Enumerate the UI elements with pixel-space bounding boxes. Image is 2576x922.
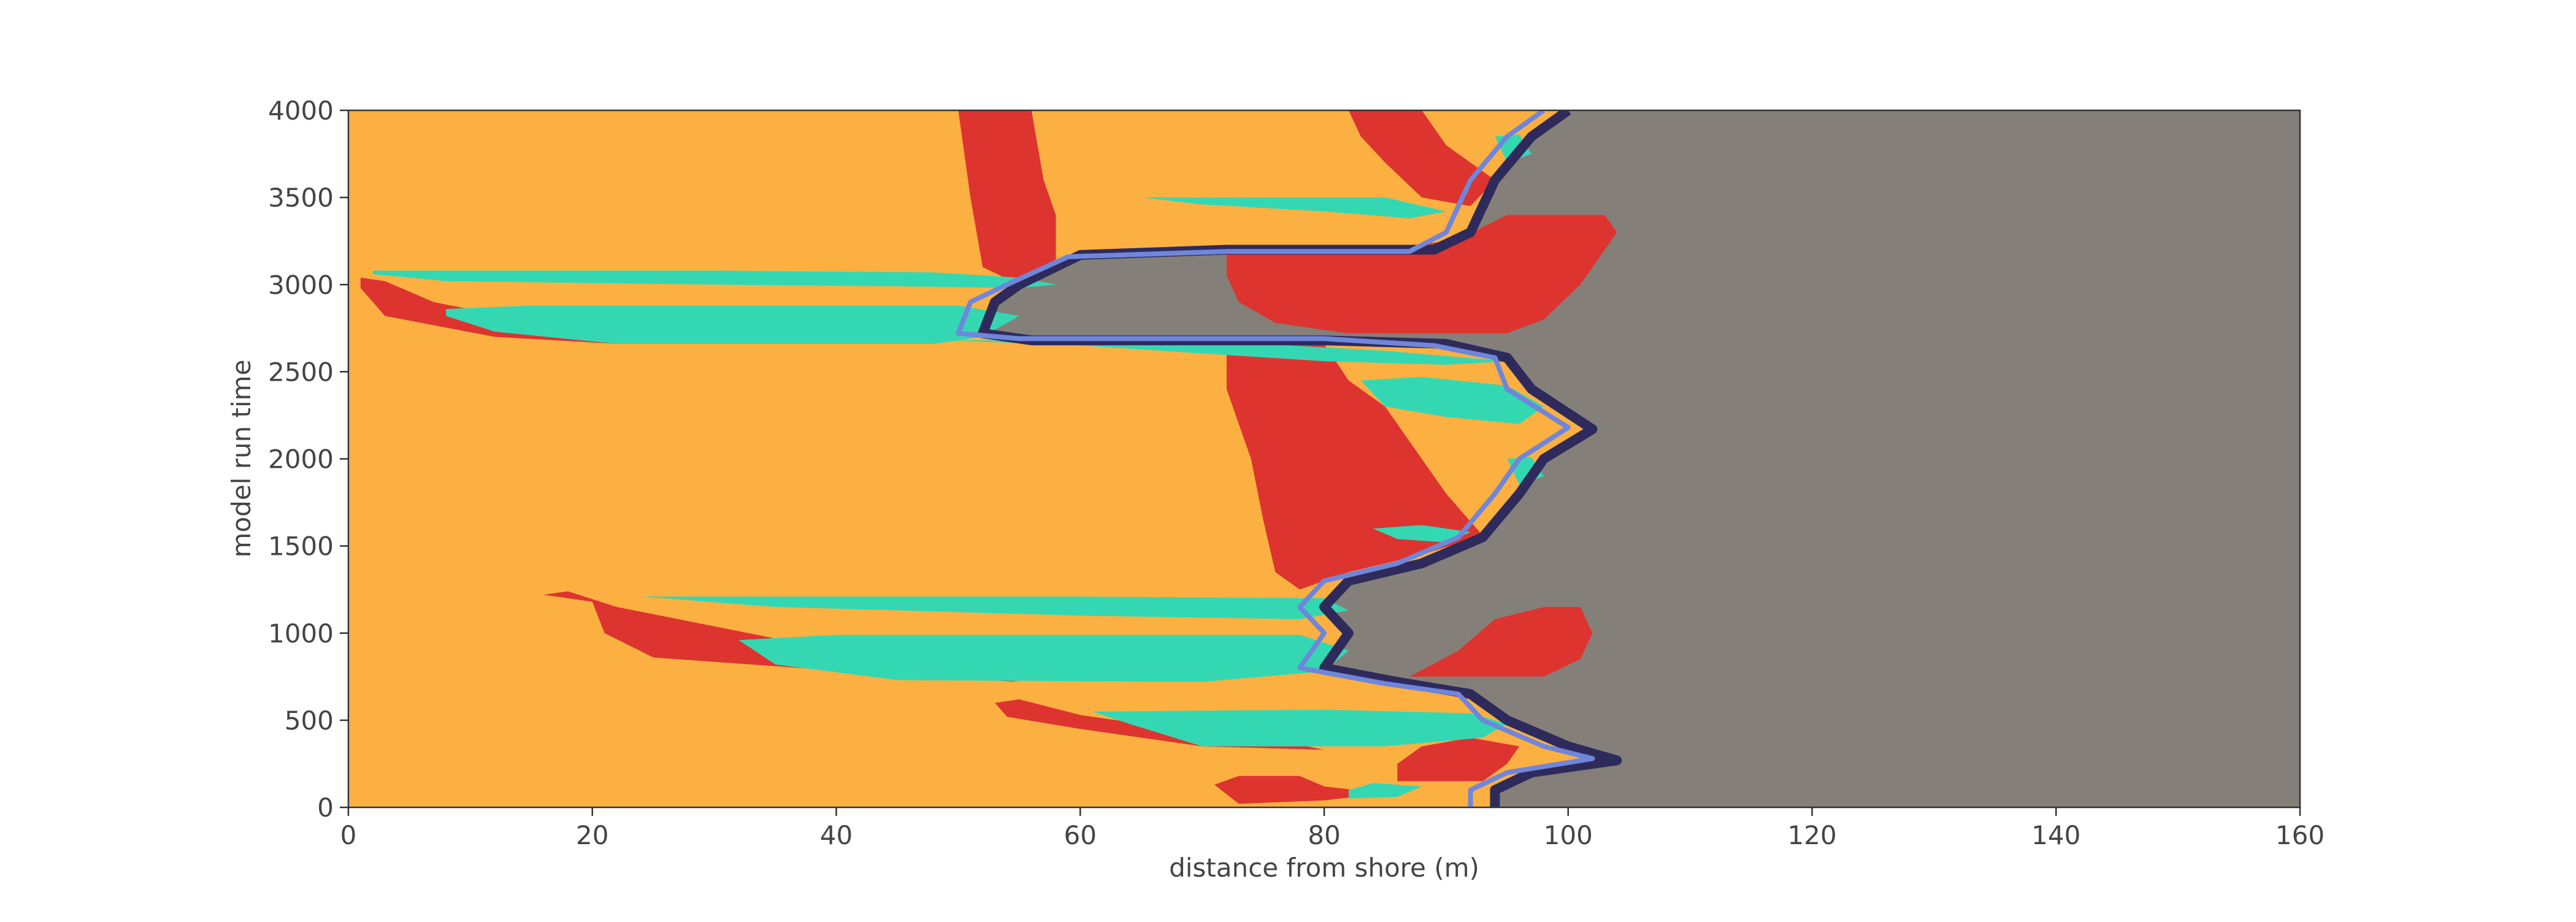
region-red-zone-4 <box>1348 110 1495 207</box>
region-teal-zone-13 <box>1141 197 1446 219</box>
region-teal-zone-19 <box>1373 525 1471 543</box>
region-teal-zone-12 <box>446 305 1019 344</box>
x-tick-label: 0 <box>340 820 357 850</box>
x-axis: 0 20 40 60 80 100 120 140 160 <box>340 807 2325 850</box>
y-tick-label: 1000 <box>268 619 334 649</box>
x-tick-label: 100 <box>1544 820 1593 850</box>
x-tick-label: 40 <box>820 820 853 850</box>
x-tick-label: 160 <box>2275 820 2325 850</box>
x-tick-label: 60 <box>1064 820 1097 850</box>
x-tick-label: 140 <box>2031 820 2080 850</box>
region-red-zone-2 <box>1409 607 1593 677</box>
zone-boundaries <box>956 110 1622 807</box>
boundary-light-blue-edge-1 <box>956 110 1595 807</box>
region-teal-zone-14 <box>946 340 1508 365</box>
y-tick-label: 4000 <box>268 96 334 126</box>
region-red-zone-10 <box>1397 737 1520 782</box>
y-axis-label: model run time <box>226 360 256 558</box>
region-teal-zone-18 <box>1092 709 1508 747</box>
region-teal-zone-20 <box>1348 783 1422 799</box>
region-red-zone-3 <box>958 110 1056 285</box>
y-tick-label: 2500 <box>268 357 334 387</box>
x-tick-label: 20 <box>576 820 608 850</box>
region-teal-zone-15 <box>1360 376 1544 424</box>
y-tick-label: 3000 <box>268 270 334 300</box>
region-red-zone-1 <box>1226 215 1617 333</box>
y-tick-label: 1500 <box>268 531 334 562</box>
y-axis: 0 500 1000 1500 2000 2500 3000 3500 4000 <box>268 96 348 823</box>
x-tick-label: 80 <box>1308 820 1340 850</box>
y-tick-label: 0 <box>317 793 334 823</box>
region-teal-zone-16 <box>641 596 1349 619</box>
x-tick-label: 120 <box>1787 820 1836 850</box>
region-red-zone-9 <box>1214 775 1386 804</box>
y-tick-label: 2000 <box>268 444 334 474</box>
region-teal-zone-11 <box>372 270 1056 288</box>
region-teal-zone-17 <box>738 634 1349 682</box>
zone-regions <box>360 110 2300 807</box>
y-tick-label: 3500 <box>268 183 334 213</box>
x-axis-label: distance from shore (m) <box>1169 853 1479 883</box>
y-tick-label: 500 <box>285 706 334 736</box>
